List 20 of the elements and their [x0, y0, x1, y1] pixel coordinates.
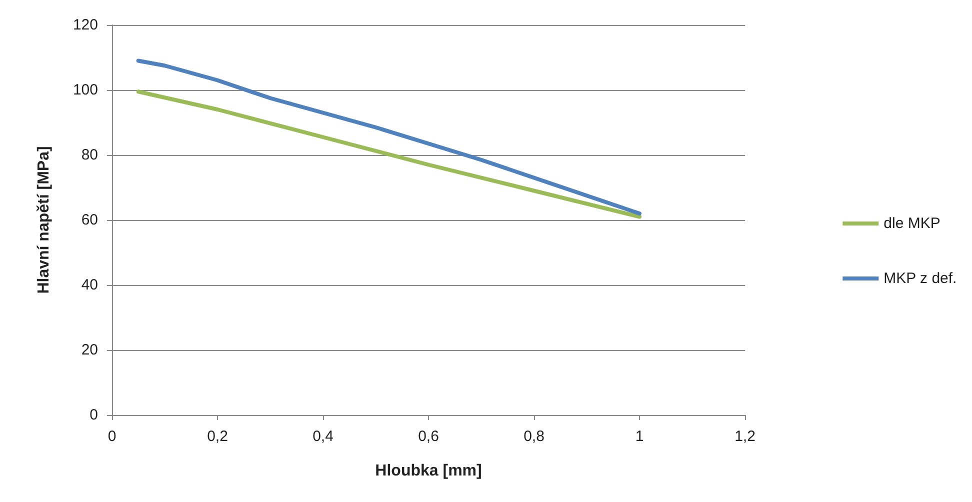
y-axis-title: Hlavní napětí [MPa] — [36, 146, 52, 294]
y-tick-label: 100 — [72, 82, 98, 98]
y-tick-label: 20 — [81, 342, 98, 358]
y-tick-label: 80 — [81, 146, 98, 164]
x-tick-label: 0,4 — [312, 428, 334, 445]
y-tick-label: 120 — [72, 16, 98, 34]
legend-label: MKP z def. — [884, 270, 957, 287]
x-tick-label: 1 — [635, 428, 644, 445]
x-axis-title: Hloubka [mm] — [375, 462, 482, 480]
line-series — [136, 58, 642, 216]
x-tick-label: 0,2 — [207, 428, 228, 445]
x-tick-label: 0,8 — [524, 428, 544, 445]
legend-label: dle MKP — [884, 215, 940, 232]
x-tick-label: 0 — [108, 428, 116, 445]
y-tick-label: 60 — [81, 212, 98, 228]
y-tick-label: 0 — [90, 406, 98, 424]
y-tick-label: 40 — [81, 276, 98, 294]
x-tick-label: 0,6 — [418, 428, 439, 445]
line-series — [136, 90, 642, 219]
x-tick-label: 1,2 — [734, 428, 756, 445]
